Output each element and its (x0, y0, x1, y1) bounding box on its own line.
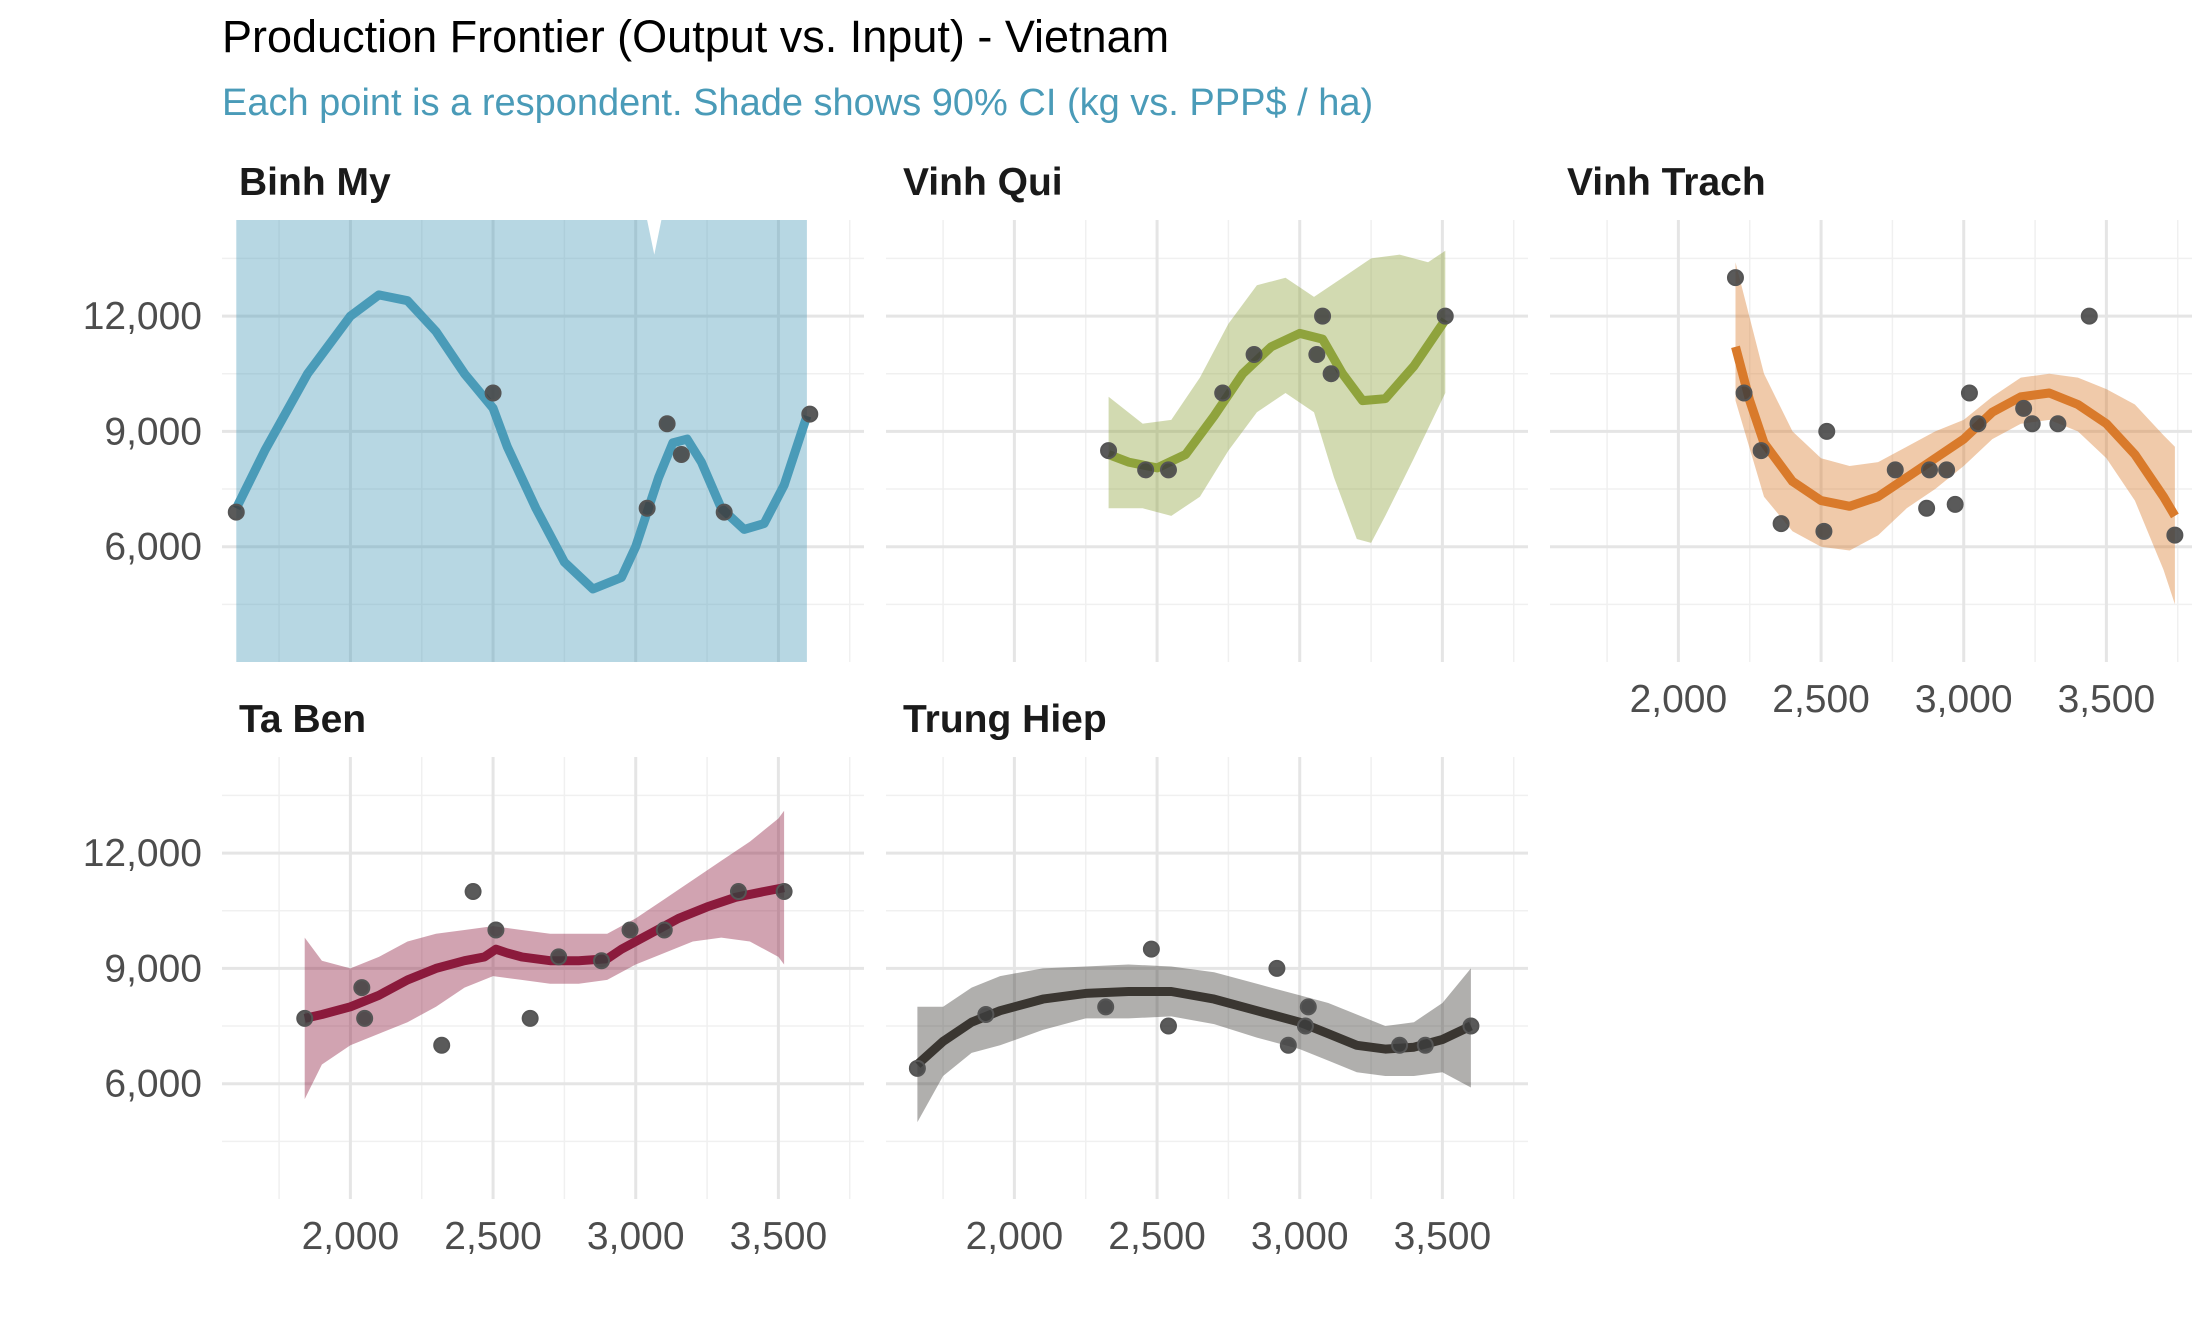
data-point (484, 384, 502, 402)
data-point (356, 1009, 374, 1027)
panel-title-trung-hiep: Trung Hiep (903, 698, 1107, 741)
data-point (1752, 442, 1770, 460)
x-tick-label: 3,500 (2058, 678, 2156, 721)
data-point (464, 883, 482, 901)
x-tick-label: 2,000 (1630, 678, 1728, 721)
y-tick-label: 12,000 (83, 832, 202, 875)
data-point (1726, 269, 1744, 287)
y-tick-label: 9,000 (104, 947, 202, 990)
ci-band-ta-ben (304, 810, 785, 1100)
panel-vinh-qui: Vinh Qui (886, 161, 1528, 662)
chart-subtitle: Each point is a respondent. Shade shows … (222, 82, 1373, 124)
data-point (550, 948, 568, 966)
data-point (1946, 495, 1964, 513)
data-point (1268, 959, 1286, 977)
x-tick-label: 2,000 (302, 1215, 400, 1258)
data-point (638, 499, 656, 517)
data-point (1391, 1036, 1409, 1054)
facet-panels: Binh My 6,000 9,000 12,000 Vinh Qui Vinh Trac… (83, 161, 2192, 1258)
data-point (1214, 384, 1232, 402)
ci-band-binh-my (236, 220, 807, 662)
data-point (433, 1036, 451, 1054)
data-point (672, 445, 690, 463)
data-point (1735, 384, 1753, 402)
y-tick-label: 6,000 (104, 1063, 202, 1106)
panel-ta-ben: Ta Ben 6,000 9,000 12,000 2,000 2,500 3,000 3,5… (83, 698, 864, 1258)
data-point (655, 921, 673, 939)
y-tick-label: 12,000 (83, 295, 202, 338)
data-point (977, 1006, 995, 1024)
data-point (353, 979, 371, 997)
data-point (1886, 461, 1904, 479)
data-point (1960, 384, 1978, 402)
panel-title-vinh-trach: Vinh Trach (1567, 161, 1766, 204)
ci-band-trung-hiep (917, 964, 1471, 1123)
x-tick-label: 2,000 (966, 1215, 1064, 1258)
data-point (487, 921, 505, 939)
x-tick-label: 3,500 (730, 1215, 828, 1258)
panel-title-binh-my: Binh My (239, 161, 391, 204)
data-point (1818, 422, 1836, 440)
data-point (908, 1059, 926, 1077)
data-point (658, 415, 676, 433)
panel-title-vinh-qui: Vinh Qui (903, 161, 1063, 204)
panel-binh-my: Binh My 6,000 9,000 12,000 (83, 161, 864, 662)
panel-trung-hiep: Trung Hiep 2,000 2,500 3,000 3,500 (886, 698, 1528, 1258)
data-point (592, 952, 610, 970)
data-point (2023, 415, 2041, 433)
ci-band-vinh-trach (1735, 262, 2175, 605)
chart-title: Production Frontier (Output vs. Input) -… (222, 11, 1169, 62)
data-point (1159, 461, 1177, 479)
x-tick-label: 3,000 (1251, 1215, 1349, 1258)
data-point (1436, 307, 1454, 325)
data-point (1772, 515, 1790, 533)
data-point (227, 503, 245, 521)
data-point (1100, 442, 1118, 460)
x-tick-label: 2,500 (444, 1215, 542, 1258)
x-tick-label: 2,500 (1108, 1215, 1206, 1258)
panel-title-ta-ben: Ta Ben (239, 698, 366, 741)
data-point (2049, 415, 2067, 433)
data-point (1097, 998, 1115, 1016)
data-point (1245, 346, 1263, 364)
fit-line-vinh-trach (1731, 345, 2179, 519)
ci-band-vinh-qui (1108, 250, 1446, 543)
data-point (1920, 461, 1938, 479)
data-point (775, 883, 793, 901)
data-point (2080, 307, 2098, 325)
data-point (1137, 461, 1155, 479)
data-point (296, 1009, 314, 1027)
data-point (2166, 526, 2184, 544)
data-point (1918, 499, 1936, 517)
data-point (1969, 415, 1987, 433)
data-point (1938, 461, 1956, 479)
data-point (2015, 399, 2033, 417)
data-point (1416, 1036, 1434, 1054)
data-point (1314, 307, 1332, 325)
data-point (1159, 1017, 1177, 1035)
data-point (1815, 522, 1833, 540)
x-tick-label: 3,000 (1915, 678, 2013, 721)
x-tick-label: 3,500 (1394, 1215, 1492, 1258)
data-point (1462, 1017, 1480, 1035)
data-point (621, 921, 639, 939)
y-tick-label: 9,000 (104, 410, 202, 453)
data-point (1279, 1036, 1297, 1054)
data-point (1296, 1017, 1314, 1035)
y-tick-label: 6,000 (104, 526, 202, 569)
fit-line-ta-ben (303, 883, 785, 1023)
panel-vinh-trach: Vinh Trach 2,000 2,500 3,000 3,500 (1550, 161, 2192, 721)
data-point (1142, 940, 1160, 958)
x-tick-label: 2,500 (1772, 678, 1870, 721)
data-point (521, 1009, 539, 1027)
data-point (715, 503, 733, 521)
data-point (1308, 346, 1326, 364)
data-point (1322, 365, 1340, 383)
data-point (801, 405, 819, 423)
x-tick-label: 3,000 (587, 1215, 685, 1258)
data-point (1299, 998, 1317, 1016)
data-point (729, 883, 747, 901)
